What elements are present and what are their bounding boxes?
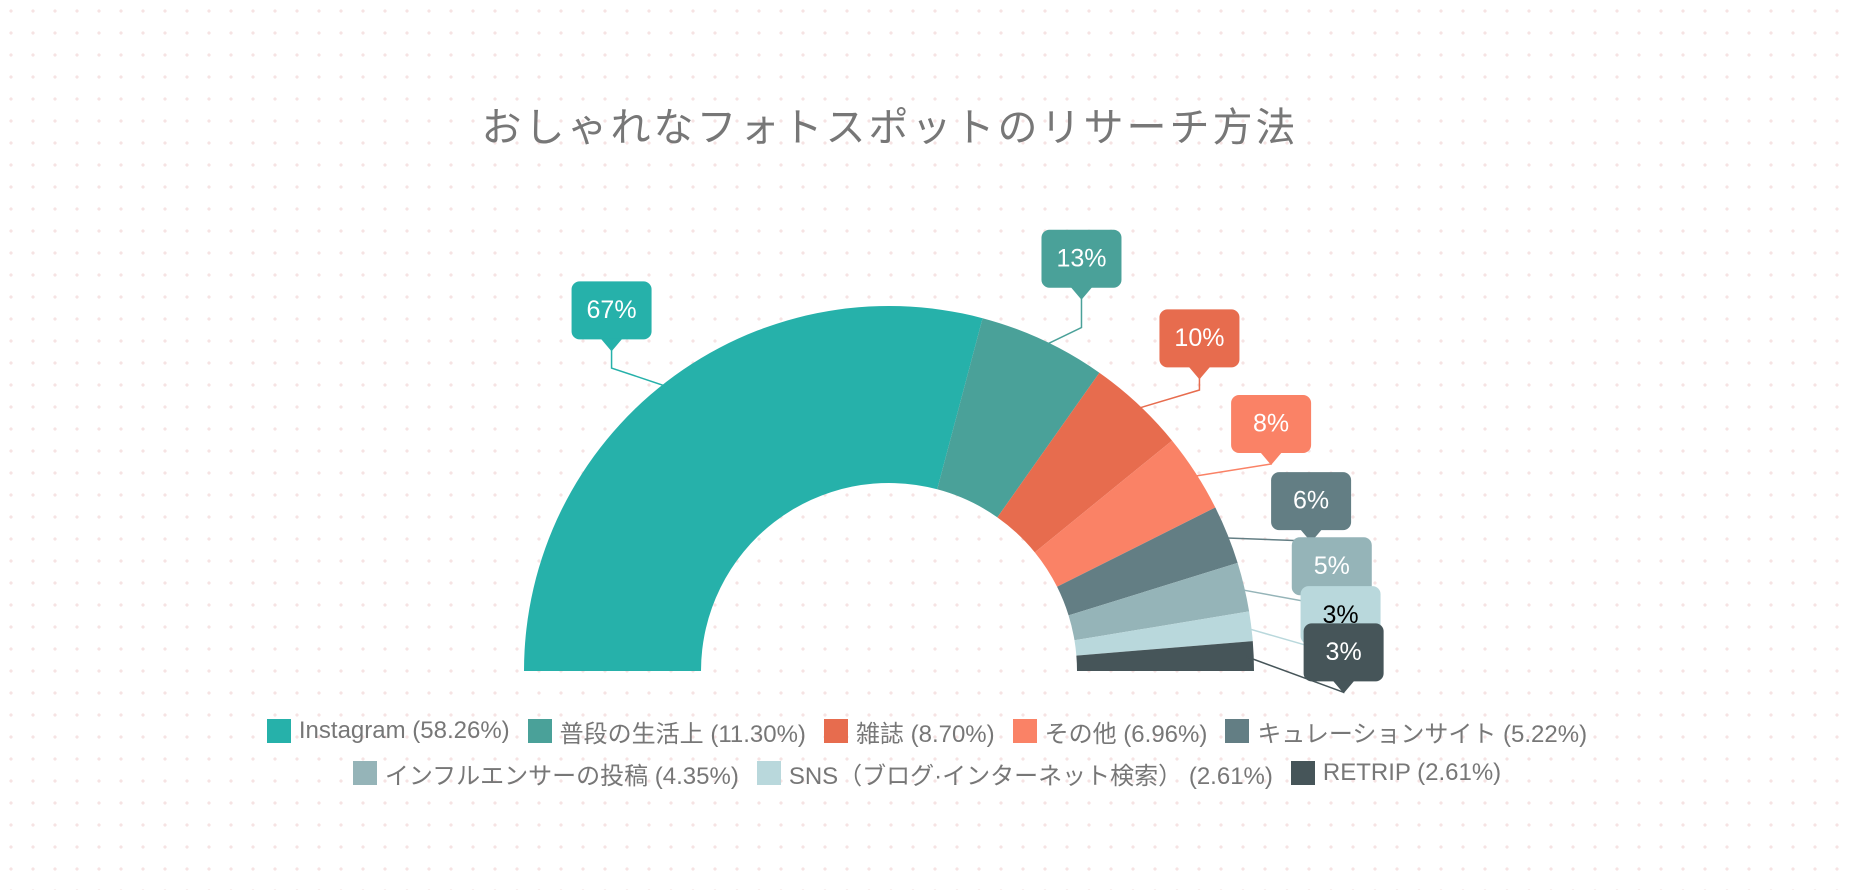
legend-item[interactable]: 雑誌 (8.70%) — [823, 714, 995, 749]
label-pointer — [1188, 366, 1211, 380]
legend-label: 雑誌 (8.70%) — [855, 720, 995, 748]
label-pointer — [600, 338, 623, 352]
legend-label: Instagram (58.26%) — [298, 717, 510, 744]
legend-item[interactable]: キュレーションサイト (5.22%) — [1225, 714, 1587, 749]
donut-slice — [1057, 507, 1238, 616]
donut-slice — [1034, 440, 1216, 587]
donut-slice — [524, 306, 983, 671]
legend-item[interactable]: SNS（ブログ·インターネット検索） (2.61%) — [756, 756, 1273, 791]
label-pointer — [1332, 680, 1355, 694]
label-box — [1159, 309, 1240, 368]
legend-label: 普段の生活上 (11.30%) — [559, 720, 806, 748]
legend-swatch — [1290, 761, 1315, 785]
legend-item[interactable]: その他 (6.96%) — [1012, 714, 1208, 749]
data-label: 67% — [587, 296, 637, 324]
label-box — [1231, 394, 1312, 453]
legend-swatch — [1012, 719, 1037, 743]
data-label: 13% — [1056, 244, 1106, 272]
legend-label: キュレーションサイト (5.22%) — [1257, 720, 1588, 748]
legend: Instagram (58.26%) 普段の生活上 (11.30%) 雑誌 (8.7… — [0, 710, 1854, 794]
legend-row: インフルエンサーの投稿 (4.35%) SNS（ブログ·インターネット検索） (2… — [0, 752, 1854, 794]
legend-swatch — [823, 719, 848, 743]
legend-item[interactable]: RETRIP (2.61%) — [1290, 759, 1502, 787]
donut-slice — [1074, 611, 1253, 656]
data-label: 10% — [1174, 324, 1224, 352]
legend-swatch — [527, 719, 552, 743]
label-box — [1271, 472, 1352, 531]
data-label: 6% — [1293, 487, 1329, 515]
data-label: 3% — [1326, 638, 1362, 666]
legend-label: RETRIP (2.61%) — [1322, 759, 1502, 786]
legend-item[interactable]: 普段の生活上 (11.30%) — [527, 714, 806, 749]
data-label: 5% — [1314, 552, 1350, 580]
legend-swatch — [352, 761, 377, 785]
label-pointer — [1070, 286, 1093, 300]
legend-swatch — [756, 761, 781, 785]
leader-line — [1132, 368, 1201, 411]
label-box — [1303, 623, 1384, 682]
donut-slice — [937, 318, 1100, 518]
leader-line — [610, 340, 672, 389]
label-pointer — [1300, 529, 1323, 543]
label-box — [1291, 537, 1372, 596]
data-label: 8% — [1253, 410, 1289, 438]
legend-swatch — [266, 719, 291, 743]
donut-slice — [1068, 562, 1250, 641]
label-box — [571, 281, 652, 340]
legend-item[interactable]: インフルエンサーの投稿 (4.35%) — [352, 756, 739, 791]
label-box — [1041, 229, 1122, 288]
donut-slice — [997, 372, 1173, 553]
legend-label: その他 (6.96%) — [1044, 720, 1208, 748]
label-pointer — [1260, 451, 1283, 465]
legend-label: SNS（ブログ·インターネット検索） (2.61%) — [788, 762, 1273, 790]
legend-swatch — [1225, 719, 1250, 743]
legend-item[interactable]: Instagram (58.26%) — [266, 717, 510, 745]
donut-slice — [1076, 641, 1254, 671]
chart-title: おしゃれなフォトスポットのリサーチ方法 — [482, 105, 1299, 151]
leader-line — [1039, 288, 1083, 349]
leader-line — [1188, 453, 1272, 478]
legend-row: Instagram (58.26%) 普段の生活上 (11.30%) 雑誌 (8.7… — [0, 710, 1854, 752]
legend-label: インフルエンサーの投稿 (4.35%) — [384, 762, 739, 790]
